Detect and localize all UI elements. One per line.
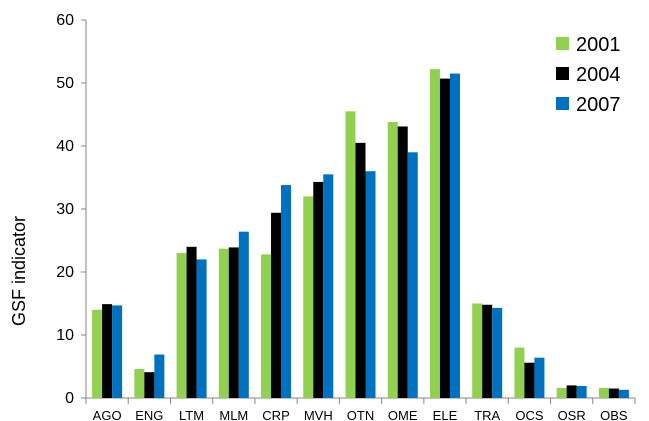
y-axis-label: GSF indicator (9, 216, 29, 326)
bar-2001-OME (387, 122, 398, 398)
legend-label: 2004 (576, 64, 621, 86)
y-tick-label: 60 (56, 12, 74, 29)
bar-2007-OSR (576, 386, 587, 398)
bar-2001-OTN (345, 111, 356, 398)
y-tick-label: 20 (56, 264, 74, 281)
bar-2007-CRP (281, 185, 292, 398)
bar-2004-ENG (144, 372, 155, 398)
x-tick-label: ENG (135, 408, 163, 421)
bar-2007-OTN (365, 171, 376, 398)
bar-2004-OSR (566, 385, 577, 398)
bar-2004-OCS (524, 362, 535, 398)
x-tick-label: OBS (600, 408, 628, 421)
x-tick-label: OME (388, 408, 418, 421)
bar-2001-ELE (429, 69, 440, 398)
bar-2007-ENG (154, 354, 165, 398)
bar-2007-OCS (534, 357, 545, 398)
bar-2004-LTM (186, 246, 197, 398)
y-tick-label: 10 (56, 327, 74, 344)
bar-2001-LTM (176, 253, 187, 398)
bar-2004-CRP (271, 212, 282, 398)
bar-2001-MLM (218, 248, 229, 398)
legend-label: 2007 (576, 94, 621, 116)
bar-2007-ELE (449, 73, 460, 399)
x-tick-label: OSR (558, 408, 586, 421)
bar-2001-OBS (598, 387, 609, 398)
legend: 2001 2004 2007 (556, 34, 621, 116)
x-tick-label: TRA (474, 408, 500, 421)
bar-2001-CRP (261, 254, 272, 398)
x-tick-label: AGO (93, 408, 122, 421)
x-tick-label: LTM (179, 408, 204, 421)
legend-label: 2001 (576, 34, 621, 56)
x-axis: AGO ENG LTM MLM CRP MVH OTN OME ELE TRA OCS OSR OBS (85, 397, 636, 421)
bar-2004-TRA (482, 304, 493, 398)
bar-2007-LTM (196, 259, 207, 398)
bar-2001-AGO (92, 309, 103, 398)
bar-2007-MLM (238, 231, 249, 398)
bar-2007-AGO (112, 305, 123, 398)
bars (92, 69, 629, 399)
x-tick-label: MVH (304, 408, 333, 421)
bar-2007-MVH (323, 174, 334, 398)
y-tick-label: 30 (56, 201, 74, 218)
x-tick-label: OCS (515, 408, 544, 421)
y-tick-label: 50 (56, 75, 74, 92)
legend-swatch (556, 67, 569, 80)
bar-2007-TRA (492, 307, 503, 398)
legend-swatch (556, 97, 569, 110)
bar-2007-OME (407, 152, 418, 398)
bar-2001-MVH (303, 196, 314, 398)
bar-2004-MVH (313, 181, 324, 398)
y-tick-label: 0 (65, 390, 74, 407)
x-tick-label: CRP (262, 408, 289, 421)
bar-2001-OCS (514, 347, 525, 398)
bar-2004-OME (397, 126, 408, 398)
x-tick-label: ELE (433, 408, 458, 421)
y-axis: 0 10 20 30 40 50 60 (56, 12, 87, 407)
bar-2004-AGO (102, 304, 113, 398)
bar-2004-ELE (439, 78, 450, 398)
bar-2004-OTN (355, 142, 366, 398)
y-tick-label: 40 (56, 138, 74, 155)
bar-2001-TRA (472, 303, 483, 398)
bar-2007-OBS (618, 389, 629, 398)
bar-2001-OSR (556, 387, 567, 398)
bar-2004-MLM (228, 247, 239, 398)
bar-2001-ENG (134, 369, 145, 398)
legend-swatch (556, 37, 569, 50)
x-tick-label: OTN (347, 408, 374, 421)
bar-2004-OBS (608, 388, 619, 398)
x-tick-label: MLM (219, 408, 248, 421)
